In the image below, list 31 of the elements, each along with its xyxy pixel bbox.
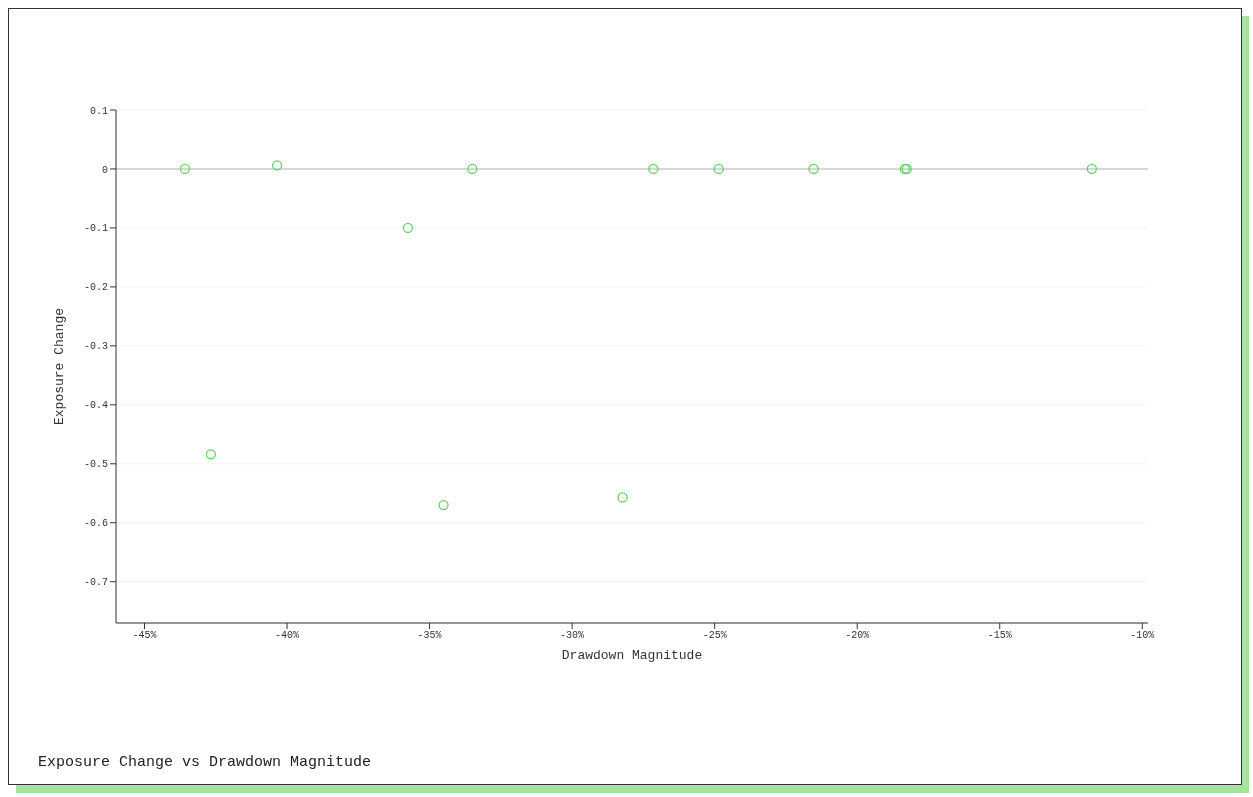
- x-tick-label: -30%: [560, 630, 585, 642]
- x-axis-title: Drawdown Magnitude: [561, 648, 703, 663]
- point: [438, 499, 449, 511]
- point: [271, 160, 283, 171]
- y-tick-label: -0.6: [83, 518, 108, 530]
- y-axis-title: Exposure Change: [51, 307, 67, 426]
- point: [205, 449, 217, 460]
- x-tick-label: -20%: [845, 630, 870, 642]
- point: [179, 163, 191, 175]
- y-tick-label: -0.5: [83, 459, 108, 471]
- point: [808, 163, 819, 175]
- y-tick-label: -0.2: [83, 282, 108, 294]
- point: [617, 492, 628, 503]
- point: [713, 163, 724, 175]
- x-tick-label: -35%: [417, 630, 442, 642]
- text: Exposure Change vs Drawdown Magnitude: [38, 754, 372, 771]
- point: [648, 163, 659, 175]
- point: [1086, 163, 1097, 175]
- y-tick-label: -0.4: [83, 400, 108, 412]
- x-tick-label: -10%: [1130, 630, 1155, 642]
- x-tick-label: -15%: [987, 630, 1012, 642]
- y-tick-label: -0.1: [83, 223, 108, 235]
- y-tick-label: 0: [101, 164, 108, 176]
- y-tick-label: -0.3: [83, 341, 108, 353]
- x-tick-label: -25%: [702, 630, 727, 642]
- y-tick-label: 0.1: [89, 105, 108, 117]
- y-tick-label: -0.7: [83, 577, 108, 589]
- point: [467, 163, 478, 175]
- x-tick-label: -45%: [132, 630, 157, 642]
- x-tick-label: -40%: [275, 630, 300, 642]
- point: [402, 222, 414, 234]
